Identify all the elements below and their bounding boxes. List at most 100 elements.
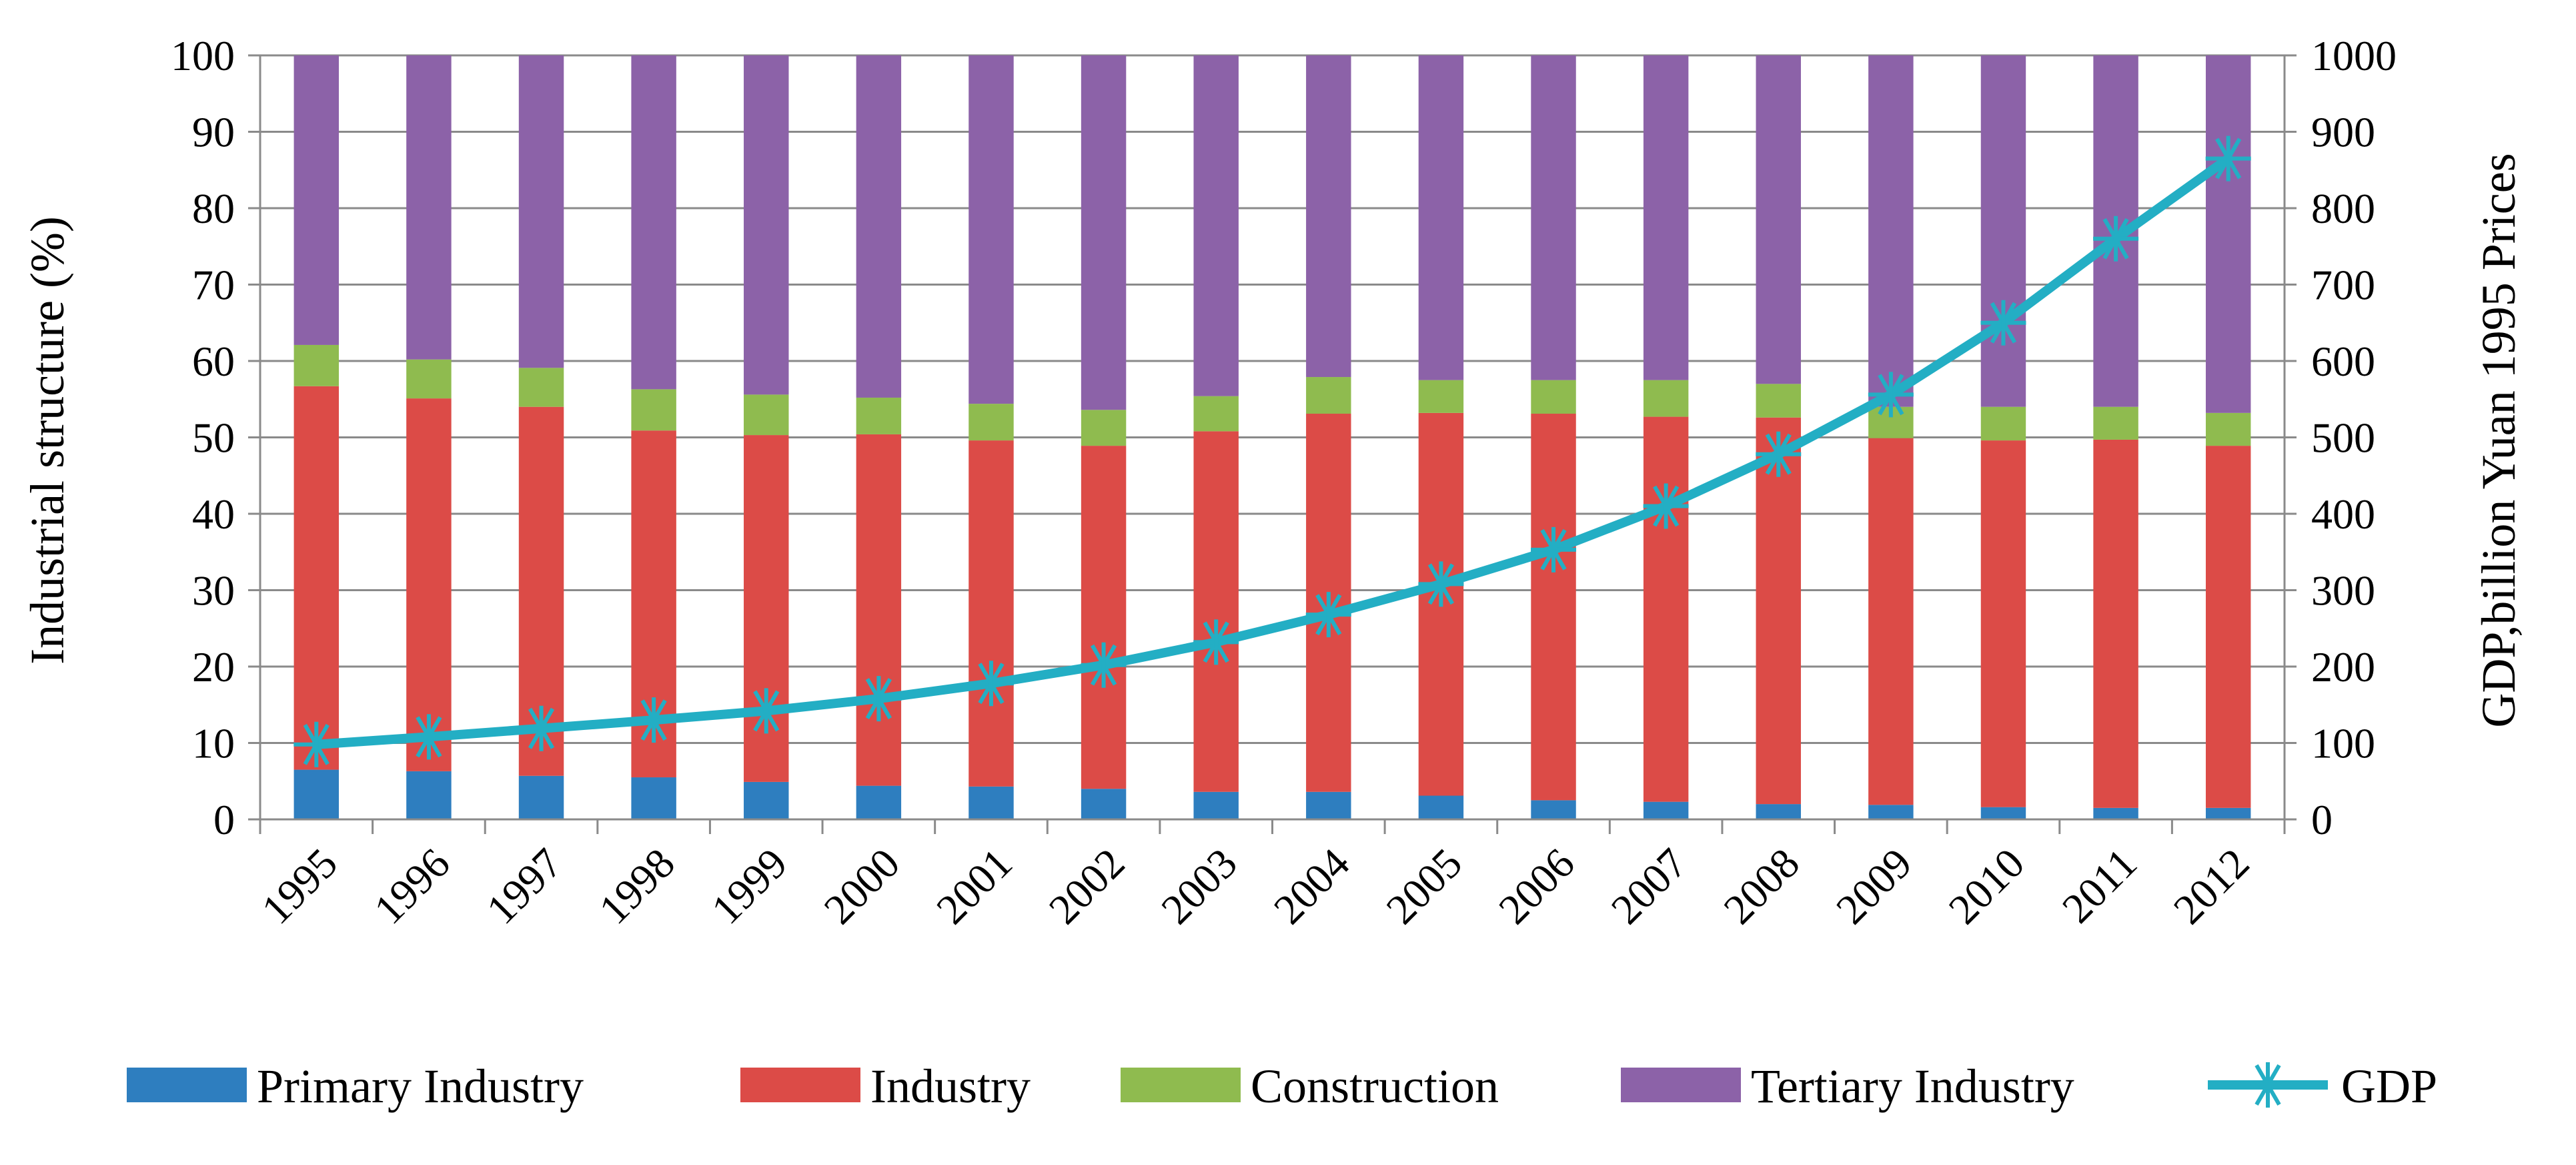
right-axis-ticks: 0 100 200 300 400 500 600 700 800 900 1000	[2311, 32, 2397, 843]
bar-construction-2001	[969, 404, 1014, 441]
bar-primary-industry-1998	[631, 777, 676, 819]
bar-industry-2002	[1081, 446, 1127, 789]
gdp-point-2008	[1756, 431, 1802, 477]
gdp-point-1998	[631, 697, 677, 743]
bar-tertiary-industry-1996	[406, 55, 452, 360]
bar-industry-1995	[293, 386, 340, 770]
legend-swatch-industry	[740, 1068, 860, 1102]
bar-industry-2006	[1531, 414, 1576, 801]
gdp-point-1999	[743, 688, 789, 734]
bar-tertiary-industry-2010	[1980, 55, 2026, 407]
axes	[248, 54, 2297, 834]
bar-tertiary-industry-2002	[1081, 55, 1127, 410]
gdp-line	[311, 153, 2233, 749]
bar-construction-1997	[518, 368, 564, 407]
x-axis-ticks: 1995 1996 1997 1998 1999 2000 2001 2002 2003 2004…	[252, 839, 2258, 933]
bar-primary-industry-2012	[2205, 807, 2251, 819]
bar-tertiary-industry-2000	[856, 55, 902, 398]
bar-primary-industry-1996	[406, 771, 452, 819]
gdp-point-2000	[856, 676, 902, 722]
y2-tick-label: 800	[2311, 185, 2375, 232]
x-tick-label: 1995	[252, 839, 346, 933]
gdp-point-2001	[968, 661, 1014, 707]
x-tick-label: 2000	[815, 839, 909, 933]
bar-construction-2012	[2205, 412, 2251, 446]
bar-construction-1996	[406, 359, 452, 399]
y2-tick-label: 700	[2311, 262, 2375, 309]
y-tick-label: 30	[192, 567, 235, 615]
gdp-point-1997	[518, 705, 564, 751]
bar-construction-2007	[1643, 380, 1689, 417]
legend-label-gdp: GDP	[2341, 1060, 2437, 1113]
gdp-point-2009	[1868, 372, 1914, 418]
bar-industry-2003	[1193, 431, 1239, 792]
y-tick-label: 40	[192, 490, 235, 538]
gdp-point-2012	[2205, 135, 2251, 181]
bar-industry-2001	[969, 440, 1014, 787]
bar-construction-2010	[1980, 406, 2026, 441]
x-tick-label: 1996	[365, 839, 459, 933]
x-tick-label: 2007	[1602, 839, 1696, 933]
legend: Primary Industry Industry Construction Tert…	[127, 1060, 2437, 1113]
y2-tick-label: 300	[2311, 567, 2375, 615]
bar-primary-industry-1997	[518, 775, 564, 819]
gdp-point-2007	[1643, 483, 1689, 529]
bar-tertiary-industry-2009	[1868, 55, 1914, 407]
bar-primary-industry-2001	[969, 786, 1014, 819]
x-tick-label: 2002	[1040, 839, 1134, 933]
bar-construction-2003	[1193, 396, 1239, 432]
gdp-point-2005	[1418, 561, 1464, 607]
y2-tick-label: 500	[2311, 414, 2375, 462]
bar-industry-2009	[1868, 438, 1914, 805]
y2-tick-label: 600	[2311, 338, 2375, 385]
bar-primary-industry-2000	[856, 785, 902, 819]
y-tick-label: 80	[192, 185, 235, 232]
y-tick-label: 0	[213, 796, 235, 843]
bar-primary-industry-1999	[744, 781, 789, 819]
y2-tick-label: 1000	[2311, 32, 2397, 79]
gdp-point-2010	[1980, 300, 2026, 346]
bar-series-group	[293, 55, 2251, 819]
bar-industry-2010	[1980, 440, 2026, 807]
bar-industry-2007	[1643, 416, 1689, 802]
x-tick-label: 2003	[1152, 839, 1246, 933]
y-tick-label: 100	[171, 32, 235, 79]
bar-tertiary-industry-2006	[1531, 55, 1576, 380]
bar-tertiary-industry-2012	[2205, 55, 2251, 413]
legend-swatch-tertiary-industry	[1621, 1068, 1741, 1102]
y2-tick-label: 400	[2311, 490, 2375, 538]
x-tick-label: 2005	[1377, 839, 1471, 933]
bar-construction-2011	[2093, 406, 2138, 440]
bar-tertiary-industry-1999	[744, 55, 789, 395]
y-tick-label: 10	[192, 720, 235, 767]
x-tick-label: 1997	[478, 839, 572, 933]
bar-tertiary-industry-1995	[293, 55, 340, 345]
legend-marker-gdp	[2245, 1062, 2291, 1108]
bar-tertiary-industry-2005	[1418, 55, 1464, 380]
bar-primary-industry-1995	[293, 769, 340, 819]
x-tick-label: 2012	[2164, 839, 2259, 933]
gdp-point-2002	[1081, 642, 1127, 688]
y2-tick-label: 100	[2311, 720, 2375, 767]
gdp-point-1996	[406, 714, 452, 760]
x-tick-label: 2009	[1827, 839, 1921, 933]
bar-construction-1999	[744, 394, 789, 436]
legend-label-primary-industry: Primary Industry	[257, 1060, 584, 1113]
bar-industry-2012	[2205, 446, 2251, 808]
y-tick-label: 20	[192, 643, 235, 691]
bar-primary-industry-2008	[1756, 804, 1801, 819]
bar-construction-1995	[293, 344, 340, 386]
bar-primary-industry-2010	[1980, 807, 2026, 819]
gdp-point-2011	[2093, 216, 2139, 262]
x-tick-label: 2010	[1940, 839, 2034, 933]
bar-industry-2011	[2093, 439, 2138, 808]
bar-tertiary-industry-2001	[969, 55, 1014, 404]
bar-primary-industry-2007	[1643, 801, 1689, 819]
bar-construction-2002	[1081, 410, 1127, 446]
x-tick-label: 1999	[702, 839, 796, 933]
x-tick-label: 2001	[927, 839, 1021, 933]
bar-primary-industry-2006	[1531, 800, 1576, 819]
x-tick-label: 2008	[1714, 839, 1808, 933]
gridlines	[260, 54, 2285, 821]
bar-industry-1996	[406, 398, 452, 771]
